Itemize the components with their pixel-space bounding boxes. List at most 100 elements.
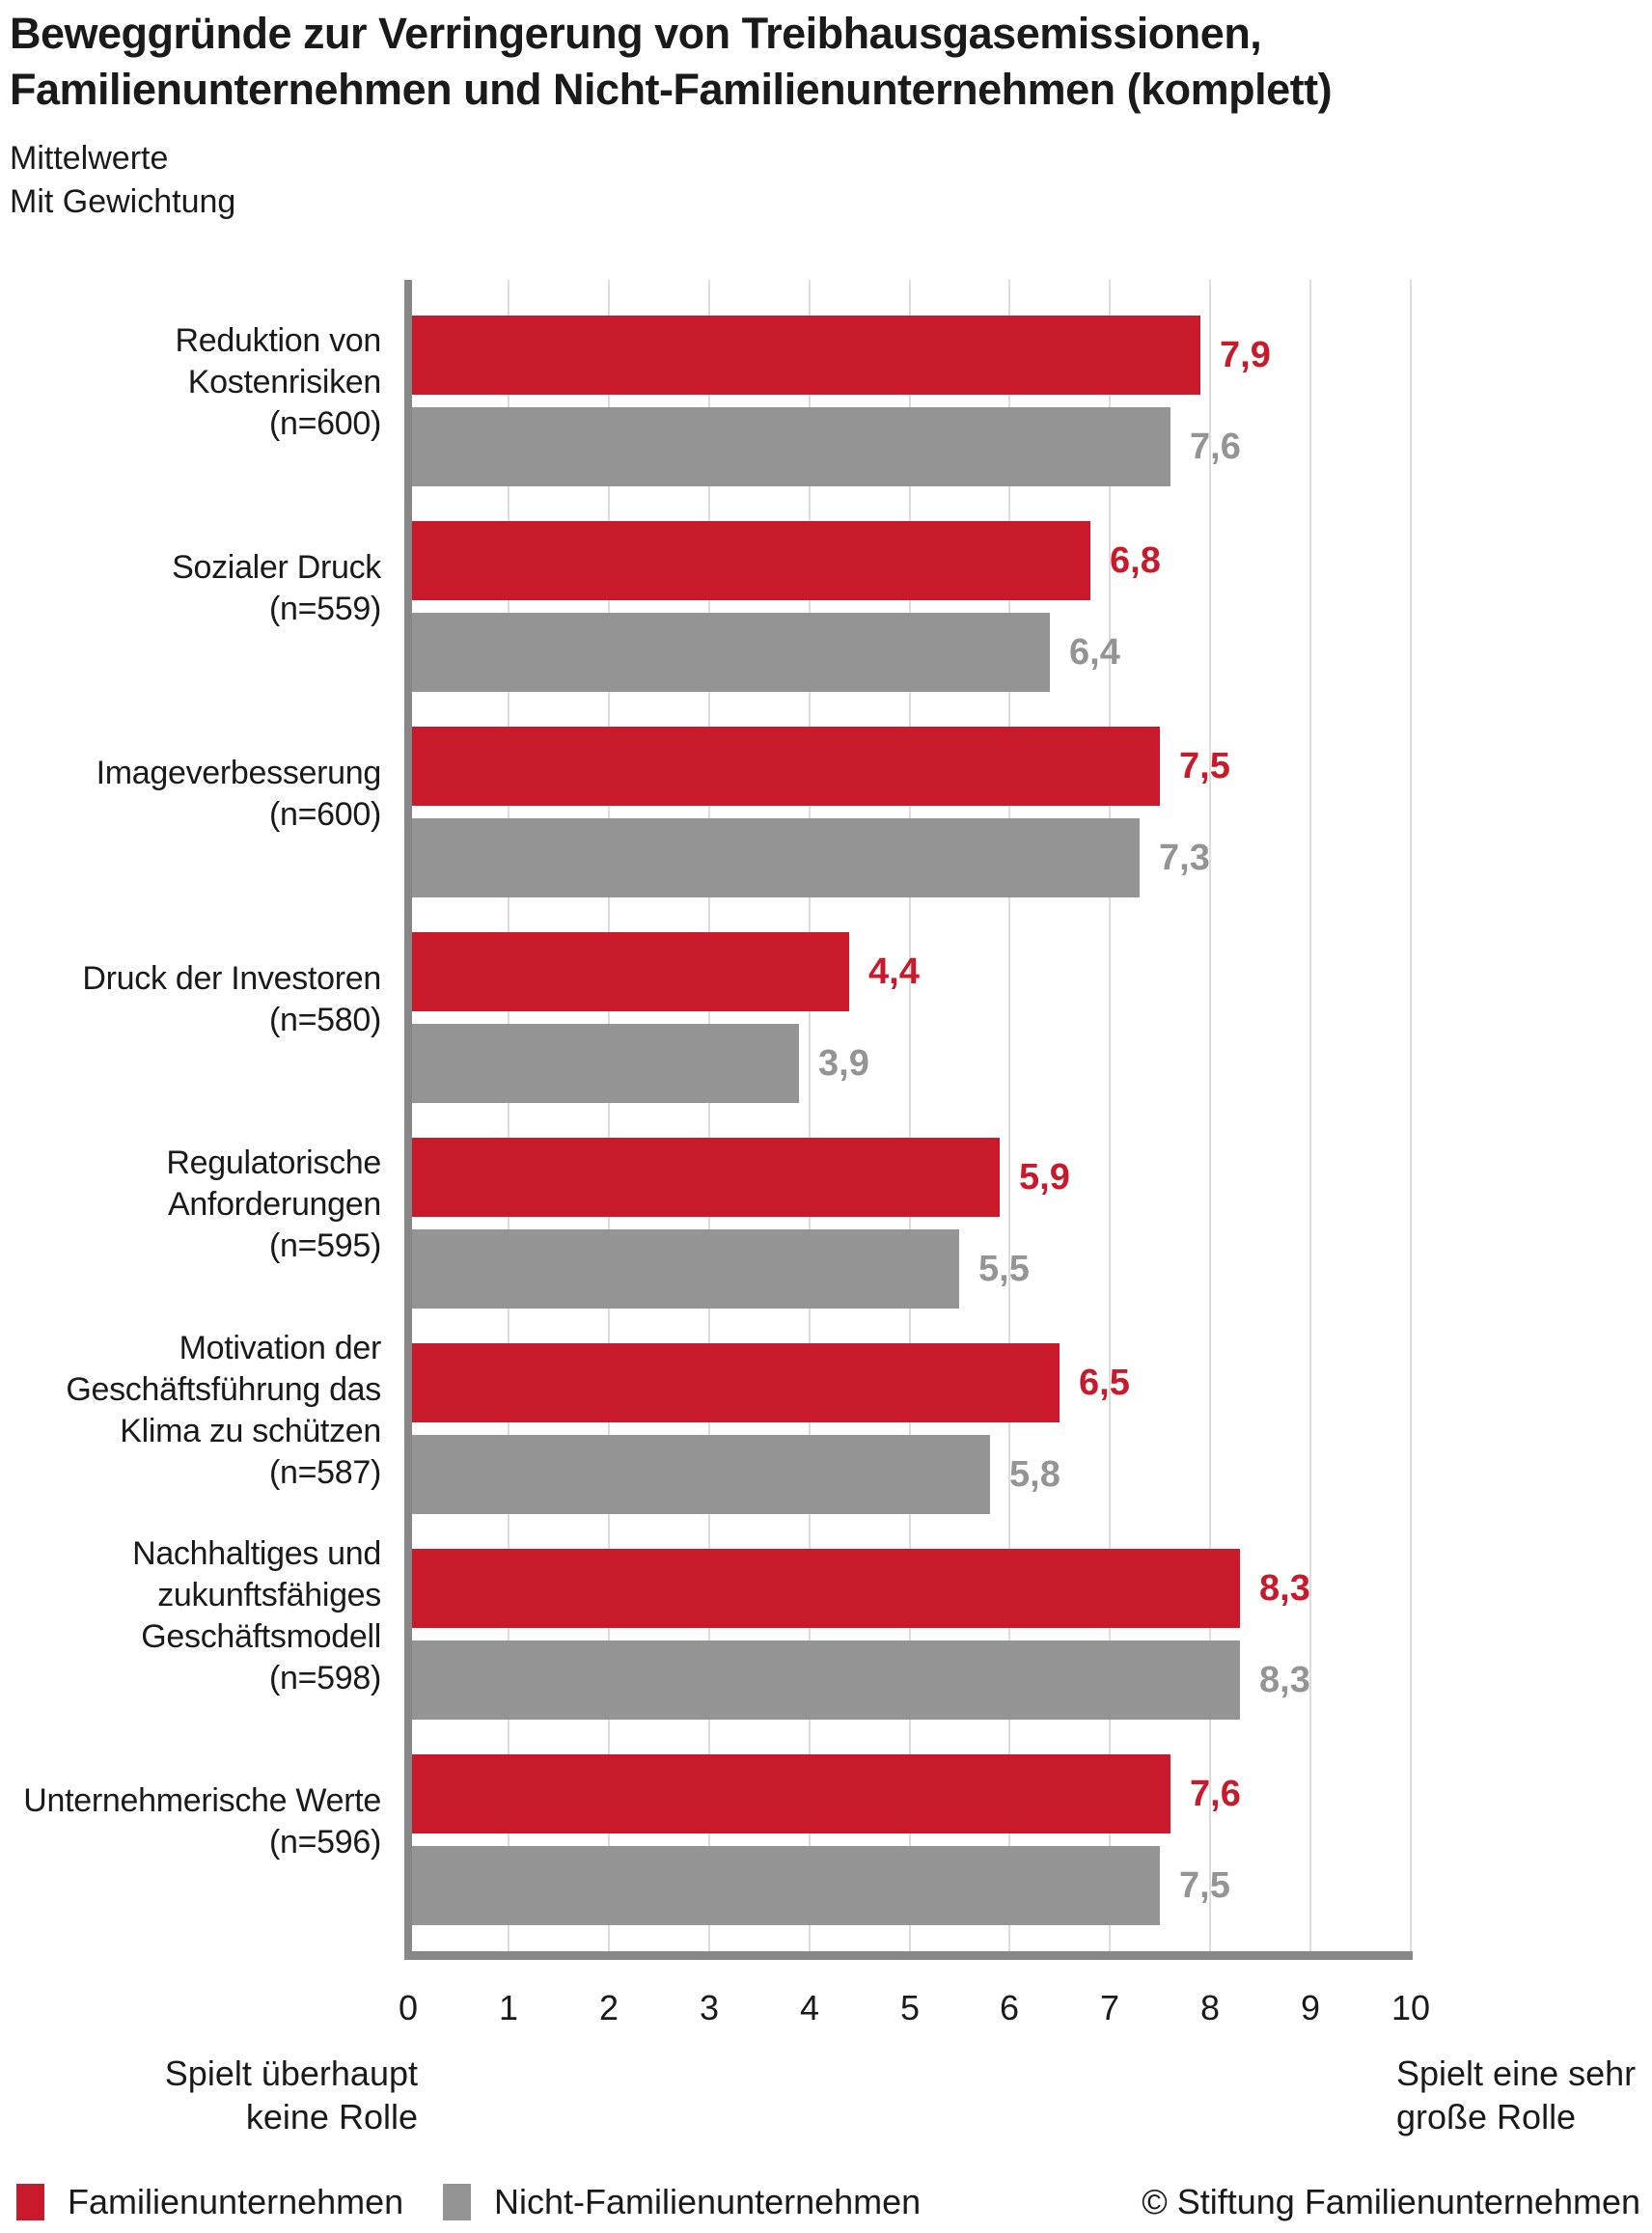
x-tick-label: 7 (1099, 1988, 1120, 2027)
bar-familienunternehmen (412, 1138, 1000, 1217)
bar-nicht-familienunternehmen (412, 407, 1170, 486)
value-label-familienunternehmen: 8,3 (1259, 1567, 1310, 1609)
value-label-nicht-familienunternehmen: 5,5 (978, 1248, 1030, 1289)
x-axis-caption-left: Spielt überhaupt keine Rolle (0, 2052, 418, 2138)
category-label-line: Unternehmerische Werte (23, 1781, 381, 1819)
grid-line (608, 280, 610, 1951)
grid-line (1410, 280, 1412, 1951)
category-label: Motivation der Geschäftsführung das Klima … (0, 1308, 381, 1513)
x-tick-label: 5 (899, 1988, 921, 2027)
x-axis-caption-right-line2: große Rolle (1396, 2097, 1577, 2137)
legend-item-nicht-familienunternehmen: Nicht-Familienunternehmen (443, 2182, 922, 2221)
category-label-line: Druck der Investoren (82, 959, 381, 997)
category-label: Druck der Investoren (n=580) (0, 896, 381, 1102)
value-label-nicht-familienunternehmen: 7,3 (1159, 837, 1210, 878)
x-tick-label: 9 (1300, 1988, 1321, 2027)
bar-familienunternehmen (412, 727, 1160, 806)
category-label-line: Kostenrisiken (187, 364, 382, 400)
value-label-nicht-familienunternehmen: 6,4 (1069, 631, 1120, 673)
bar-nicht-familienunternehmen (412, 1229, 959, 1309)
bar-familienunternehmen (412, 316, 1200, 395)
x-tick-label: 6 (999, 1988, 1020, 2027)
bar-nicht-familienunternehmen (412, 1024, 799, 1103)
category-label-line: (n=596) (268, 1823, 381, 1861)
category-label: Nachhaltiges und zukunftsfähiges Geschäfts… (0, 1513, 381, 1719)
x-tick-label: 3 (699, 1988, 720, 2027)
bar-familienunternehmen (412, 932, 849, 1011)
legend-swatch-familienunternehmen (16, 2184, 44, 2220)
x-tick-label: 0 (398, 1988, 419, 2027)
value-label-familienunternehmen: 7,5 (1179, 745, 1230, 786)
category-label-line: (n=580) (268, 1001, 381, 1038)
value-label-nicht-familienunternehmen: 3,9 (818, 1042, 869, 1084)
x-tick-label: 1 (498, 1988, 519, 2027)
category-label-line: (n=600) (268, 405, 381, 442)
chart-title-line1: Beweggründe zur Verringerung von Treibha… (10, 9, 1262, 58)
category-label-line: Motivation der (179, 1329, 382, 1366)
bar-familienunternehmen (412, 1754, 1170, 1833)
value-label-nicht-familienunternehmen: 7,5 (1179, 1864, 1230, 1906)
bar-nicht-familienunternehmen (412, 1640, 1240, 1720)
value-label-familienunternehmen: 6,5 (1079, 1362, 1130, 1403)
chart-title-line2: Familienunternehmen und Nicht-Familienun… (10, 65, 1333, 114)
grid-line (1109, 280, 1111, 1951)
x-axis-caption-left-line2: keine Rolle (245, 2097, 418, 2137)
legend-item-familienunternehmen: Familienunternehmen (16, 2182, 404, 2221)
grid-line (1008, 280, 1010, 1951)
copyright-text: © Stiftung Familienunternehmen (1142, 2182, 1640, 2221)
x-axis-caption-left-line1: Spielt überhaupt (164, 2054, 418, 2093)
grid-line (909, 280, 911, 1951)
category-label-line: (n=600) (268, 795, 381, 833)
category-label-line: Klima zu schützen (120, 1412, 381, 1449)
category-label: Unternehmerische Werte (n=596) (0, 1719, 381, 1924)
category-label: Reduktion von Kostenrisiken (n=600) (0, 280, 382, 485)
subtitle-line2: Mit Gewichtung (10, 183, 236, 220)
x-axis-caption-right-line1: Spielt eine sehr (1396, 2054, 1637, 2093)
value-label-nicht-familienunternehmen: 5,8 (1009, 1453, 1060, 1495)
x-axis-line (404, 1951, 1413, 1960)
grid-line (1209, 280, 1211, 1951)
legend-label-nicht-familienunternehmen: Nicht-Familienunternehmen (494, 2182, 922, 2221)
value-label-familienunternehmen: 7,6 (1190, 1773, 1241, 1814)
bar-familienunternehmen (412, 1549, 1240, 1628)
value-label-familienunternehmen: 5,9 (1019, 1156, 1070, 1198)
chart-subtitle: Mittelwerte Mit Gewichtung (10, 137, 235, 224)
x-tick-label: 10 (1390, 1988, 1431, 2027)
x-tick-label: 4 (799, 1988, 820, 2027)
value-label-familienunternehmen: 6,8 (1110, 539, 1161, 581)
x-axis-caption-right: Spielt eine sehr große Rolle (1396, 2052, 1636, 2138)
bar-nicht-familienunternehmen (412, 1435, 990, 1514)
grid-line (508, 280, 509, 1951)
value-label-familienunternehmen: 4,4 (868, 951, 920, 992)
value-label-nicht-familienunternehmen: 7,6 (1190, 426, 1241, 467)
category-label-line: Reduktion von (175, 322, 382, 359)
category-label-line: Geschäftsführung das (66, 1370, 381, 1408)
category-label-line: zukunftsfähiges (157, 1576, 381, 1613)
category-label-line: (n=595) (268, 1227, 381, 1264)
category-label-line: (n=598) (268, 1659, 381, 1696)
value-label-familienunternehmen: 7,9 (1220, 334, 1271, 375)
category-label: Sozialer Druck (n=559) (0, 485, 381, 691)
category-label-line: Regulatorische (166, 1144, 381, 1181)
x-tick-label: 8 (1199, 1988, 1221, 2027)
bar-familienunternehmen (412, 521, 1090, 600)
bar-nicht-familienunternehmen (412, 1846, 1160, 1925)
bar-familienunternehmen (412, 1343, 1060, 1422)
category-label-line: Imageverbesserung (96, 754, 382, 791)
category-label-line: (n=587) (268, 1453, 381, 1491)
value-label-nicht-familienunternehmen: 8,3 (1259, 1659, 1310, 1700)
category-label-line: Geschäftsmodell (141, 1617, 381, 1655)
subtitle-line1: Mittelwerte (10, 140, 169, 177)
y-axis-line (404, 280, 412, 1960)
category-label-line: Nachhaltiges und (132, 1534, 381, 1572)
category-label: Regulatorische Anforderungen (n=595) (0, 1102, 381, 1308)
category-label: Imageverbesserung (n=600) (0, 691, 382, 896)
grid-line (809, 280, 811, 1951)
legend-label-familienunternehmen: Familienunternehmen (68, 2182, 404, 2221)
bar-nicht-familienunternehmen (412, 818, 1140, 897)
category-label-line: Anforderungen (167, 1186, 381, 1223)
grid-line (1309, 280, 1311, 1951)
legend-swatch-nicht-familienunternehmen (443, 2184, 471, 2220)
category-label-line: Sozialer Druck (172, 548, 381, 586)
